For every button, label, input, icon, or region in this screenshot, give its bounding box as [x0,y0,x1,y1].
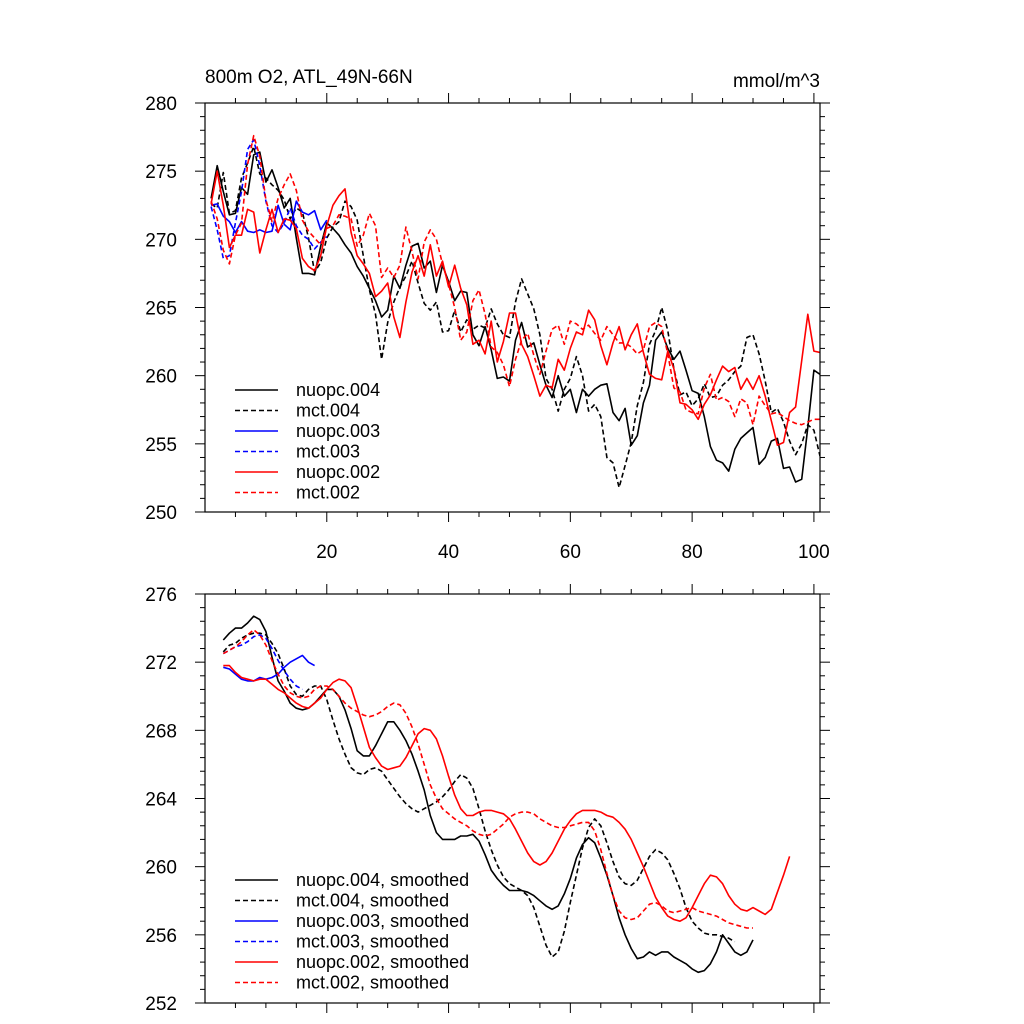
x-tick-label: 20 [316,542,337,563]
y-tick-label: 260 [145,858,177,879]
legend-label: nuopc.002 [296,462,380,482]
x-tick-label: 100 [798,542,830,563]
y-tick-label: 256 [145,926,177,947]
y-tick-label: 268 [145,721,177,742]
series-line [210,134,820,426]
legend-label: nuopc.002, smoothed [296,952,469,972]
y-tick-label: 260 [145,367,177,388]
chart-title: 800m O2, ATL_49N-66N [205,67,413,88]
y-tick-label: 276 [145,585,177,606]
top-panel: 250 255 260 265 270 275 280 20 40 60 80 100 nuopc.00… [145,93,830,563]
y-tick-label: 265 [145,299,177,320]
series-line [210,170,820,447]
series-line [210,139,328,260]
series-line [210,151,820,483]
legend-label: mct.002 [296,483,360,503]
y-tick-label: 252 [145,994,177,1015]
series-line [222,632,736,958]
y-tick-label: 270 [145,230,177,251]
legend-label: nuopc.003, smoothed [296,911,469,931]
y-tick-label: 272 [145,653,177,674]
legend-label: mct.003, smoothed [296,932,449,952]
y-tick-label: 275 [145,162,177,183]
series-line [210,200,328,234]
legend-label: mct.002, smoothed [296,973,449,993]
units-label: mmol/m^3 [733,71,820,92]
series-lines [210,134,820,489]
legend-label: nuopc.004 [296,380,380,400]
legend-label: mct.004 [296,401,360,421]
x-tick-label: 40 [438,542,459,563]
series-line [223,654,315,682]
y-tick-label: 264 [145,790,177,811]
y-tick-label: 280 [145,94,177,115]
legend-label: nuopc.004, smoothed [296,870,469,890]
x-tick-label: 60 [560,542,581,563]
series-line [222,628,753,929]
x-tick-label: 80 [682,542,703,563]
legend: nuopc.004mct.004nuopc.003mct.003nuopc.00… [235,380,380,503]
legend-label: nuopc.003 [296,421,380,441]
bottom-panel: 252 256 260 264 268 272 276 nuopc.004, smoothed… [145,584,830,1015]
series-line [210,145,820,489]
series-line [223,664,791,923]
series-line [222,634,303,691]
series-lines [222,615,791,974]
y-tick-label: 250 [145,503,177,524]
legend-label: mct.004, smoothed [296,891,449,911]
y-tick-label: 255 [145,435,177,456]
legend-label: mct.003 [296,442,360,462]
